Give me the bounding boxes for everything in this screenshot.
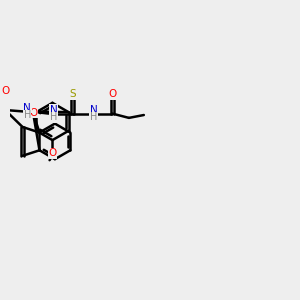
Text: S: S — [69, 89, 76, 99]
Text: H: H — [50, 112, 57, 122]
Text: O: O — [48, 148, 57, 158]
Text: O: O — [29, 108, 37, 118]
Text: O: O — [1, 86, 9, 96]
Text: H: H — [90, 112, 97, 122]
Text: N: N — [23, 103, 31, 113]
Text: H: H — [23, 110, 31, 120]
Text: N: N — [90, 105, 98, 115]
Text: N: N — [50, 105, 57, 115]
Text: O: O — [108, 89, 116, 99]
